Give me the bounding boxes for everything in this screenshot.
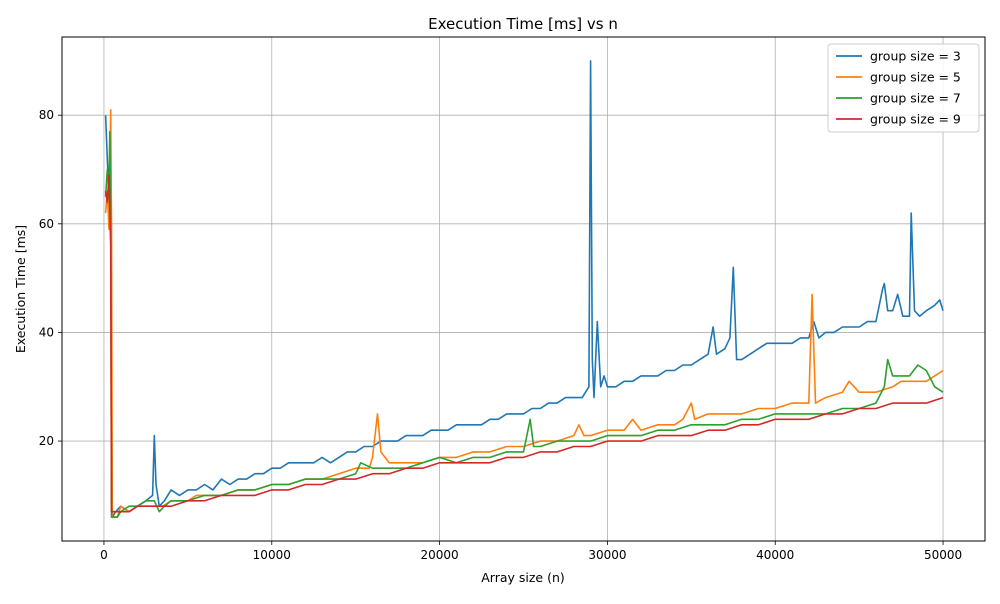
series-line-group-size-5 <box>104 109 944 518</box>
plot-frame <box>61 36 986 542</box>
series-line-group-size-3 <box>104 60 944 518</box>
series-lines <box>104 60 944 518</box>
x-tick-label: 0 <box>100 548 108 562</box>
y-tick-label: 80 <box>39 108 54 122</box>
chart-title: Execution Time [ms] vs n <box>428 15 618 33</box>
x-axis-label: Array size (n) <box>481 570 565 585</box>
legend: group size = 3 group size = 5 group size =… <box>827 43 980 133</box>
legend-entry: group size = 3 <box>870 49 961 64</box>
x-tick-label: 10000 <box>253 548 291 562</box>
x-tick-label: 30000 <box>588 548 626 562</box>
y-tick-label: 40 <box>39 325 54 339</box>
legend-box <box>827 43 980 133</box>
legend-entry: group size = 9 <box>870 112 961 127</box>
series-line-group-size-7 <box>104 130 944 518</box>
x-tick-label: 20000 <box>420 548 458 562</box>
y-tick-label: 60 <box>39 217 54 231</box>
axis-ticks: 0 10000 20000 30000 40000 50000 20 40 60 80 <box>39 108 962 562</box>
y-tick-label: 20 <box>39 434 54 448</box>
legend-entry: group size = 5 <box>870 70 961 85</box>
legend-entry: group size = 7 <box>870 91 961 106</box>
y-axis-label: Execution Time [ms] <box>13 225 28 353</box>
x-tick-label: 40000 <box>756 548 794 562</box>
x-tick-label: 50000 <box>924 548 962 562</box>
series-line-group-size-9 <box>104 174 944 513</box>
